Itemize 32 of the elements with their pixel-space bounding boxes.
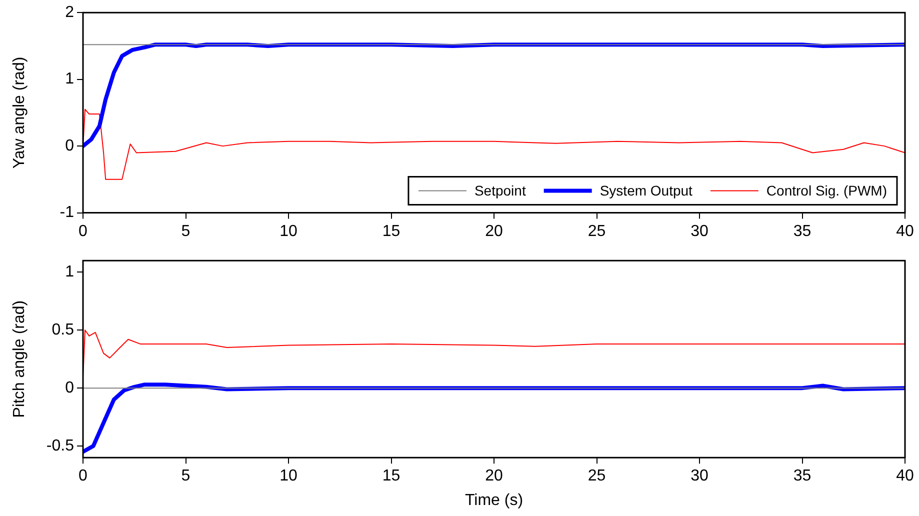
x-tick-label: 0 bbox=[78, 222, 88, 240]
x-tick-label: 5 bbox=[181, 468, 190, 485]
x-tick-label: 35 bbox=[793, 222, 812, 240]
x-tick-label: 15 bbox=[382, 468, 400, 485]
x-tick-label: 5 bbox=[181, 222, 190, 240]
legend-label: Setpoint bbox=[474, 182, 526, 199]
y-axis-title: Yaw angle (rad) bbox=[11, 56, 28, 169]
legend-label: Control Sig. (PWM) bbox=[766, 182, 888, 199]
x-tick-label: 15 bbox=[382, 222, 400, 240]
x-tick-label: 25 bbox=[588, 222, 606, 240]
y-tick-label: 1 bbox=[65, 264, 74, 281]
x-tick-label: 0 bbox=[78, 468, 88, 485]
y-tick-label: 0.5 bbox=[52, 322, 74, 339]
x-tick-label: 40 bbox=[896, 468, 914, 485]
y-tick-label: 0 bbox=[65, 379, 74, 396]
x-tick-label: 35 bbox=[793, 468, 812, 485]
y-tick-label: 0 bbox=[65, 137, 74, 154]
x-tick-label: 20 bbox=[485, 222, 503, 240]
y-tick-label: 2 bbox=[65, 4, 74, 22]
y-tick-label: -0.5 bbox=[46, 437, 74, 454]
x-tick-label: 40 bbox=[896, 222, 914, 240]
x-tick-label: 30 bbox=[690, 468, 708, 485]
x-tick-label: 20 bbox=[485, 468, 503, 485]
y-tick-label: 1 bbox=[65, 70, 74, 88]
x-tick-label: 10 bbox=[280, 222, 298, 240]
x-axis-title: Time (s) bbox=[464, 492, 524, 509]
legend-label: System Output bbox=[600, 182, 693, 199]
x-tick-label: 10 bbox=[280, 468, 298, 485]
y-tick-label: -1 bbox=[60, 204, 74, 222]
x-tick-label: 30 bbox=[690, 222, 708, 240]
x-tick-label: 25 bbox=[588, 468, 606, 485]
y-axis-title: Pitch angle (rad) bbox=[11, 300, 28, 418]
